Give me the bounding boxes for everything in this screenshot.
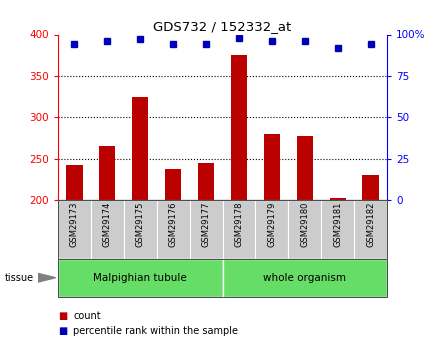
Text: GSM29179: GSM29179: [267, 202, 276, 247]
Bar: [132, 97, 149, 200]
Bar: [222, 200, 255, 259]
Bar: [91, 200, 124, 259]
Bar: [190, 200, 222, 259]
Text: whole organism: whole organism: [263, 273, 346, 283]
Text: GSM29182: GSM29182: [366, 202, 375, 247]
Bar: [58, 200, 91, 259]
Bar: [99, 146, 116, 200]
Bar: [255, 200, 288, 259]
Bar: [124, 200, 157, 259]
Text: tissue: tissue: [4, 273, 33, 283]
Bar: [58, 259, 222, 297]
Bar: [222, 259, 387, 297]
Text: GSM29176: GSM29176: [169, 202, 178, 247]
Bar: [264, 134, 280, 200]
Text: Malpighian tubule: Malpighian tubule: [93, 273, 187, 283]
Text: count: count: [73, 311, 101, 321]
Bar: [157, 200, 190, 259]
Bar: [330, 198, 346, 200]
Text: GSM29175: GSM29175: [136, 202, 145, 247]
Bar: [165, 169, 182, 200]
Text: GSM29174: GSM29174: [103, 202, 112, 247]
Text: GSM29178: GSM29178: [235, 202, 243, 247]
Title: GDS732 / 152332_at: GDS732 / 152332_at: [154, 20, 291, 33]
Bar: [296, 136, 313, 200]
Text: percentile rank within the sample: percentile rank within the sample: [73, 326, 239, 336]
Text: GSM29177: GSM29177: [202, 202, 210, 247]
Bar: [66, 165, 83, 200]
Bar: [321, 200, 354, 259]
Bar: [231, 55, 247, 200]
Text: ■: ■: [58, 311, 67, 321]
Text: GSM29181: GSM29181: [333, 202, 342, 247]
Polygon shape: [38, 273, 56, 282]
Text: GSM29173: GSM29173: [70, 202, 79, 247]
Bar: [362, 175, 379, 200]
Text: ■: ■: [58, 326, 67, 336]
Bar: [198, 163, 214, 200]
Bar: [354, 200, 387, 259]
Bar: [288, 200, 321, 259]
Text: GSM29180: GSM29180: [300, 202, 309, 247]
